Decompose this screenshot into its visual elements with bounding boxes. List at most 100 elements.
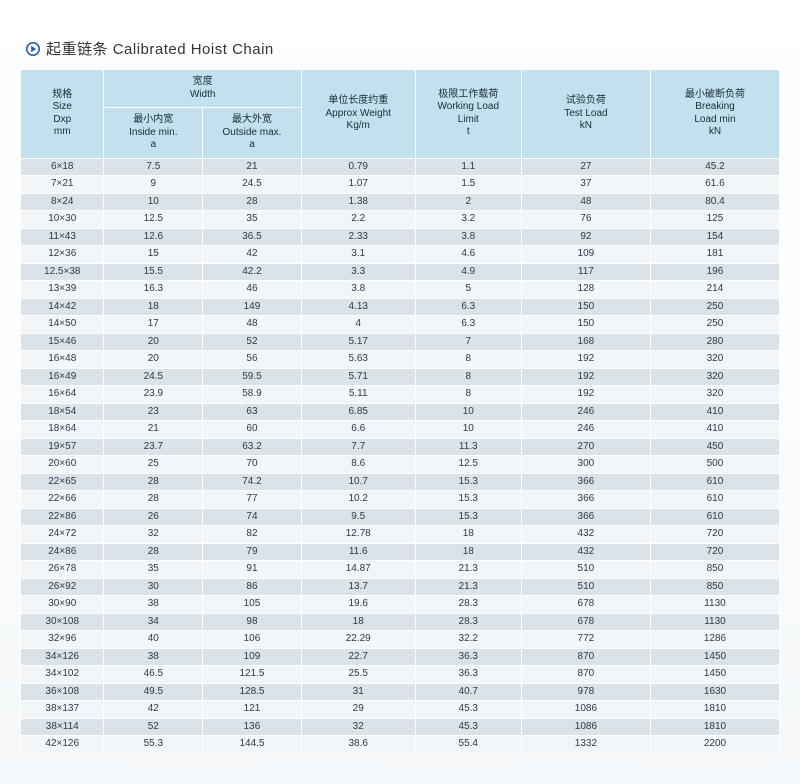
cell-test: 432: [521, 526, 650, 544]
cell-break: 1810: [650, 701, 779, 719]
cell-inside: 20: [104, 333, 203, 351]
cell-size: 8×24: [21, 193, 104, 211]
cell-weight: 31: [301, 683, 415, 701]
cell-break: 280: [650, 333, 779, 351]
cell-inside: 15.5: [104, 263, 203, 281]
cell-test: 109: [521, 246, 650, 264]
cell-outside: 98: [203, 613, 302, 631]
cell-test: 192: [521, 386, 650, 404]
cell-wll: 8: [415, 386, 521, 404]
th-break-en: Breaking: [695, 101, 734, 112]
cell-outside: 42.2: [203, 263, 302, 281]
cell-weight: 5.63: [301, 351, 415, 369]
table-row: 18×6421606.610246410: [21, 421, 780, 439]
cell-break: 250: [650, 316, 779, 334]
cell-size: 32×96: [21, 631, 104, 649]
cell-outside: 24.5: [203, 176, 302, 194]
cell-break: 80.4: [650, 193, 779, 211]
cell-break: 610: [650, 508, 779, 526]
cell-size: 13×39: [21, 281, 104, 299]
th-inside: 最小内宽 Inside min. a: [104, 108, 203, 159]
table-row: 42×12655.3144.538.655.413322200: [21, 736, 780, 754]
cell-wll: 6.3: [415, 298, 521, 316]
cell-inside: 18: [104, 298, 203, 316]
cell-size: 24×86: [21, 543, 104, 561]
cell-weight: 32: [301, 718, 415, 736]
th-inside-sym: a: [151, 139, 157, 150]
cell-weight: 1.38: [301, 193, 415, 211]
cell-test: 150: [521, 316, 650, 334]
cell-inside: 21: [104, 421, 203, 439]
cell-wll: 21.3: [415, 561, 521, 579]
cell-wll: 21.3: [415, 578, 521, 596]
cell-size: 16×48: [21, 351, 104, 369]
table-row: 30×903810519.628.36781130: [21, 596, 780, 614]
cell-wll: 10: [415, 403, 521, 421]
cell-size: 10×30: [21, 211, 104, 229]
cell-weight: 6.85: [301, 403, 415, 421]
th-outside-sym: a: [249, 139, 255, 150]
cell-weight: 14.87: [301, 561, 415, 579]
cell-weight: 11.6: [301, 543, 415, 561]
cell-break: 1630: [650, 683, 779, 701]
cell-size: 34×126: [21, 648, 104, 666]
cell-inside: 46.5: [104, 666, 203, 684]
cell-break: 320: [650, 386, 779, 404]
cell-size: 38×137: [21, 701, 104, 719]
cell-outside: 121: [203, 701, 302, 719]
cell-weight: 22.29: [301, 631, 415, 649]
title-row: 起重链条 Calibrated Hoist Chain: [20, 38, 780, 59]
th-size: 规格 Size Dxp mm: [21, 70, 104, 159]
table-row: 13×3916.3463.85128214: [21, 281, 780, 299]
table-row: 14×42181494.136.3150250: [21, 298, 780, 316]
th-inside-cn: 最小内宽: [133, 114, 173, 125]
cell-test: 678: [521, 596, 650, 614]
table-row: 24×86287911.618432720: [21, 543, 780, 561]
cell-test: 37: [521, 176, 650, 194]
cell-weight: 3.1: [301, 246, 415, 264]
cell-outside: 128.5: [203, 683, 302, 701]
cell-test: 366: [521, 508, 650, 526]
cell-size: 22×86: [21, 508, 104, 526]
cell-test: 92: [521, 228, 650, 246]
cell-test: 678: [521, 613, 650, 631]
cell-test: 246: [521, 421, 650, 439]
cell-weight: 18: [301, 613, 415, 631]
cell-wll: 18: [415, 526, 521, 544]
cell-test: 772: [521, 631, 650, 649]
cell-wll: 45.3: [415, 701, 521, 719]
cell-test: 870: [521, 648, 650, 666]
cell-size: 19×57: [21, 438, 104, 456]
cell-size: 12×36: [21, 246, 104, 264]
table-row: 22×652874.210.715.3366610: [21, 473, 780, 491]
table-body: 6×187.5210.791.12745.27×21924.51.071.537…: [21, 158, 780, 753]
cell-size: 26×78: [21, 561, 104, 579]
cell-weight: 6.6: [301, 421, 415, 439]
cell-outside: 70: [203, 456, 302, 474]
th-wll-en2: Limit: [458, 114, 479, 125]
cell-outside: 58.9: [203, 386, 302, 404]
th-wll: 极限工作载荷 Working Load Limit t: [415, 70, 521, 159]
table-row: 16×4924.559.55.718192320: [21, 368, 780, 386]
cell-break: 61.6: [650, 176, 779, 194]
cell-wll: 40.7: [415, 683, 521, 701]
cell-weight: 38.6: [301, 736, 415, 754]
cell-wll: 8: [415, 368, 521, 386]
cell-wll: 36.3: [415, 648, 521, 666]
cell-break: 1286: [650, 631, 779, 649]
cell-size: 20×60: [21, 456, 104, 474]
cell-break: 1810: [650, 718, 779, 736]
cell-size: 42×126: [21, 736, 104, 754]
cell-size: 11×43: [21, 228, 104, 246]
table-row: 7×21924.51.071.53761.6: [21, 176, 780, 194]
cell-size: 30×90: [21, 596, 104, 614]
cell-outside: 79: [203, 543, 302, 561]
table-row: 19×5723.763.27.711.3270450: [21, 438, 780, 456]
cell-wll: 3.2: [415, 211, 521, 229]
cell-weight: 25.5: [301, 666, 415, 684]
cell-test: 432: [521, 543, 650, 561]
cell-weight: 19.6: [301, 596, 415, 614]
table-row: 12×3615423.14.6109181: [21, 246, 780, 264]
cell-inside: 28: [104, 543, 203, 561]
cell-weight: 13.7: [301, 578, 415, 596]
